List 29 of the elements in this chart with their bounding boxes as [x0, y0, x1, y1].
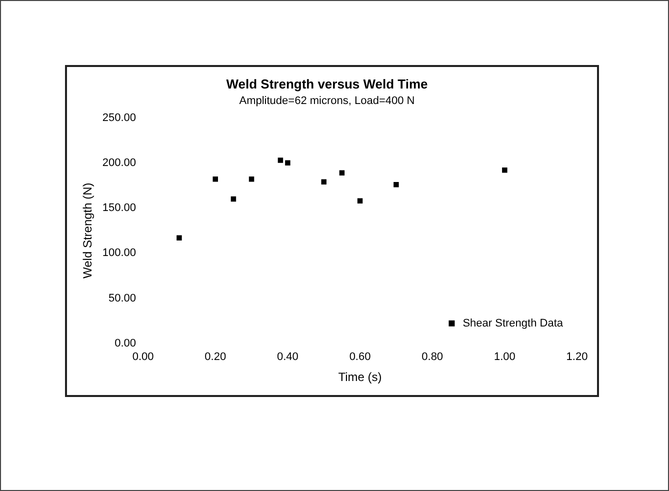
x-tick-label: 0.80: [422, 351, 444, 364]
x-tick-label: 0.00: [132, 351, 154, 364]
point: [230, 196, 236, 202]
x-tick-label: 1.20: [566, 351, 588, 364]
point: [357, 198, 363, 204]
y-tick-label: 250.00: [102, 112, 136, 124]
point: [176, 235, 182, 240]
chart-title: Weld Strength versus Weld Time: [226, 76, 428, 92]
legend-label: Shear Strength Data: [462, 317, 564, 330]
y-tick-label: 200.00: [102, 156, 136, 169]
x-tick-label: 0.60: [349, 351, 371, 364]
x-axis-title: Time (s): [338, 370, 382, 384]
point: [502, 168, 508, 173]
x-tick-label: 1.00: [494, 351, 516, 364]
x-tick-label: 0.40: [276, 351, 298, 364]
point: [339, 170, 345, 176]
y-tick-label: 150.00: [102, 202, 136, 214]
point: [394, 182, 399, 188]
y-tick-label: 100.00: [102, 247, 136, 260]
y-axis-title: Weld Strength (N): [80, 182, 95, 279]
point: [285, 160, 290, 166]
chart-subtitle: Amplitude=62 microns, Load=400 N: [239, 95, 415, 108]
point: [248, 176, 254, 182]
y-tick-label: 50.00: [108, 292, 136, 304]
point: [212, 176, 218, 182]
point: [278, 158, 284, 163]
x-tick-label: 0.20: [204, 351, 226, 364]
point: [321, 179, 326, 184]
y-tick-label: 0.00: [114, 337, 136, 350]
